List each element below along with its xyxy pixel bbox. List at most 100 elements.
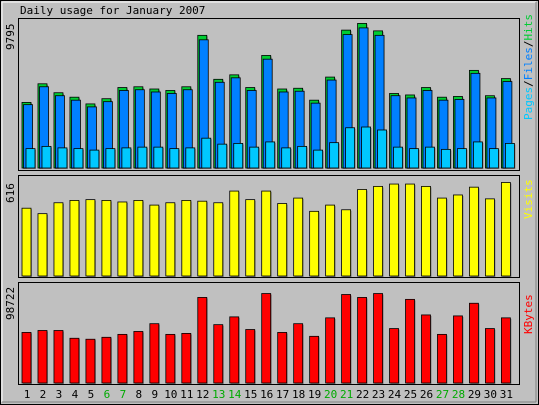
- day-label: 19: [308, 388, 321, 401]
- day-label: 24: [388, 388, 402, 401]
- kbytes-bar: [389, 328, 399, 384]
- day-label: 1: [24, 388, 31, 401]
- legend-slash: /: [522, 80, 535, 87]
- pages-bar: [281, 147, 292, 169]
- legend-files: Files: [522, 47, 535, 80]
- pages-bar: [329, 142, 340, 169]
- pages-bar: [504, 143, 515, 169]
- pages-bar: [265, 141, 276, 169]
- kbytes-bar: [229, 316, 240, 384]
- pages-bar: [441, 148, 451, 169]
- kbytes-bar: [277, 332, 288, 384]
- pages-bar: [425, 146, 435, 169]
- visits-bar: [341, 209, 352, 277]
- kbytes-ymax-label: 98722: [4, 287, 17, 320]
- pages-bar: [57, 147, 68, 169]
- day-label: 15: [244, 388, 257, 401]
- kbytes-bar: [21, 332, 32, 384]
- day-label: 22: [356, 388, 369, 401]
- day-label: 12: [196, 388, 209, 401]
- day-label: 25: [404, 388, 417, 401]
- pages-bar: [297, 145, 308, 169]
- day-label: 10: [164, 388, 177, 401]
- day-label: 13: [212, 388, 225, 401]
- pages-bar: [41, 145, 52, 169]
- day-label: 28: [452, 388, 465, 401]
- pages-bar: [489, 148, 499, 169]
- kbytes-bar: [421, 314, 431, 384]
- visits-bar: [453, 194, 463, 277]
- hits-legend: Pages/Files/Hits: [522, 14, 535, 120]
- day-label: 6: [104, 388, 111, 401]
- kbytes-bar: [485, 328, 495, 384]
- kbytes-bar: [53, 330, 64, 384]
- kbytes-bar: [373, 293, 383, 384]
- pages-bar: [169, 148, 180, 169]
- hits-ymax-label: 9795: [4, 24, 17, 51]
- kbytes-bar: [85, 338, 96, 384]
- pages-bar: [89, 149, 100, 169]
- visits-bar: [437, 197, 447, 277]
- kbytes-bar: [437, 333, 447, 384]
- visits-ymax-label: 616: [4, 183, 17, 203]
- day-labels: 1 2 3 4 5 6 7 8 9 10 11 12 13 14 15 16 17 18 19 20 21 22 23 24 2…: [24, 388, 513, 401]
- visits-bar: [293, 197, 304, 277]
- kbytes-bar: [245, 329, 256, 384]
- kbytes-bar: [293, 323, 304, 384]
- kbytes-bar: [309, 335, 320, 384]
- kbytes-bar: [165, 333, 176, 384]
- pages-bar: [377, 129, 387, 169]
- pages-bar: [121, 147, 132, 169]
- day-label: 27: [436, 388, 449, 401]
- kbytes-bar: [69, 337, 80, 384]
- visits-bar: [325, 204, 336, 277]
- pages-bar: [345, 127, 356, 169]
- day-label: 2: [40, 388, 47, 401]
- pages-bar: [249, 146, 260, 169]
- visits-bar: [469, 186, 479, 277]
- pages-bar: [153, 146, 164, 169]
- legend-slash: /: [522, 41, 535, 48]
- pages-bar: [137, 146, 148, 169]
- visits-bar: [101, 200, 112, 277]
- kbytes-bar: [213, 324, 224, 384]
- day-label: 16: [260, 388, 273, 401]
- visits-bar: [485, 198, 495, 277]
- visits-bar: [117, 201, 128, 277]
- day-label: 8: [136, 388, 143, 401]
- visits-bar: [85, 199, 96, 277]
- visits-bar: [149, 204, 160, 277]
- visits-bar: [405, 183, 415, 277]
- pages-bar: [185, 147, 196, 169]
- visits-bar: [69, 200, 80, 277]
- kbytes-bar: [181, 333, 192, 384]
- day-label: 23: [372, 388, 385, 401]
- pages-bar: [73, 148, 84, 169]
- legend-pages: Pages: [522, 87, 535, 120]
- visits-legend: Visits: [522, 179, 535, 219]
- day-label: 3: [56, 388, 63, 401]
- visits-bar: [309, 210, 320, 277]
- kbytes-bar: [405, 298, 415, 384]
- kbytes-bar: [149, 323, 160, 384]
- pages-bar: [393, 146, 403, 169]
- day-label: 21: [340, 388, 353, 401]
- visits-bar: [181, 200, 192, 277]
- pages-bar: [217, 143, 228, 169]
- visits-bar: [261, 190, 272, 277]
- day-label: 7: [120, 388, 127, 401]
- visits-bar: [197, 200, 208, 277]
- visits-bar: [421, 185, 431, 277]
- day-label: 26: [420, 388, 433, 401]
- visits-bar: [277, 203, 288, 277]
- visits-bar: [213, 202, 224, 277]
- kbytes-bar: [197, 297, 208, 384]
- pages-bar: [105, 148, 116, 169]
- day-label: 31: [500, 388, 513, 401]
- visits-bar: [133, 200, 144, 277]
- visits-bar: [357, 189, 367, 277]
- visits-bar: [229, 190, 240, 277]
- visits-bars: [21, 182, 512, 277]
- kbytes-bar: [469, 302, 479, 384]
- day-label: 18: [292, 388, 305, 401]
